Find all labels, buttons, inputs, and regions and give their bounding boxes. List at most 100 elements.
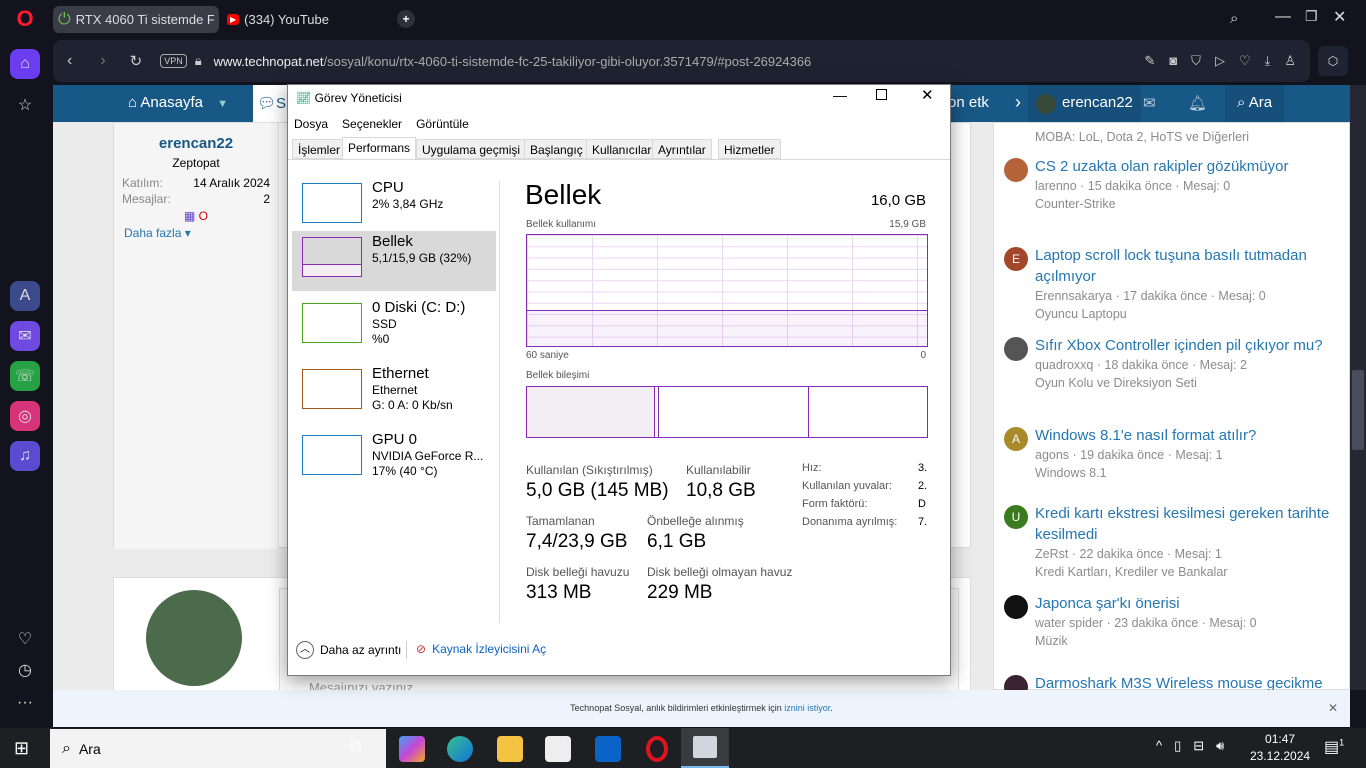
extensions-icon[interactable]: ⬡ (1318, 46, 1348, 76)
thread-title[interactable]: Sıfır Xbox Controller içinden pil çıkıyo… (1035, 337, 1323, 354)
resource-item[interactable]: GPU 0 NVIDIA GeForce R... 17% (40 °C) (292, 429, 496, 489)
new-tab-button[interactable]: + (397, 10, 415, 28)
nav-user[interactable]: erencan22 (1028, 85, 1141, 122)
edge-icon[interactable] (447, 736, 473, 762)
thread-title[interactable]: Darmoshark M3S Wireless mouse gecikme ya… (1035, 675, 1323, 690)
bookmarks-star-icon[interactable]: ☆ (17, 97, 33, 114)
edit-icon[interactable]: ✎ (1144, 53, 1156, 68)
page-scrollbar[interactable] (1350, 85, 1366, 690)
tab-technopat[interactable]: ⏻ RTX 4060 Ti sistemde FC 2 (53, 6, 219, 33)
reply-input[interactable]: Mesajınızı yazınız (309, 680, 414, 690)
chevron-right-icon[interactable]: › (1015, 92, 1021, 112)
thread-category[interactable]: MOBA: LoL, Dota 2, HoTS ve Diğerleri (1035, 130, 1249, 144)
tab-3[interactable]: Başlangıç (524, 139, 589, 159)
menu-file[interactable]: Dosya (294, 117, 329, 131)
tab-4[interactable]: Kullanıcılar (586, 139, 658, 159)
fewer-details-button[interactable]: ︿ Daha az ayrıntı (296, 641, 401, 659)
thread-title[interactable]: Japonca şar'kı önerisi (1035, 595, 1180, 612)
clock[interactable]: 01:47 23.12.2024 (1250, 732, 1311, 763)
thread-forum[interactable]: Oyun Kolu ve Direksiyon Seti (1035, 376, 1197, 390)
thread-forum[interactable]: Windows 8.1 (1035, 466, 1107, 480)
thread-title[interactable]: Laptop scroll lock tuşuna basılı tutmada… (1035, 247, 1307, 285)
menu-view[interactable]: Görüntüle (416, 117, 469, 131)
nav-whats-new[interactable]: on etk (948, 94, 989, 111)
opera-taskbar-icon[interactable] (646, 736, 668, 762)
thread-title[interactable]: Windows 8.1'e nasıl format atılır? (1035, 427, 1257, 444)
tab-0[interactable]: İşlemler (292, 139, 347, 159)
avatar[interactable]: A (1004, 427, 1028, 451)
tab-youtube[interactable]: ▶ (334) YouTube (222, 6, 382, 33)
camera-icon[interactable]: ◙ (1169, 53, 1178, 68)
thread-title[interactable]: CS 2 uzakta olan rakipler gözükmüyor (1035, 158, 1289, 175)
store-icon[interactable] (545, 736, 571, 762)
thread-forum[interactable]: Müzik (1035, 634, 1068, 648)
avatar[interactable] (1004, 675, 1028, 690)
outlook-icon[interactable] (595, 736, 621, 762)
thread-forum[interactable]: Counter-Strike (1035, 197, 1116, 211)
minimize-button[interactable]: — (1275, 8, 1291, 25)
nav-forums[interactable]: 💬︎S (253, 85, 293, 122)
heart-icon[interactable]: ♡ (17, 631, 33, 648)
aria-icon[interactable]: A (10, 281, 40, 311)
resource-item[interactable]: CPU 2% 3,84 GHz (292, 177, 496, 237)
profile-icon[interactable]: ♙ (1284, 53, 1296, 68)
messenger-icon[interactable]: ✉ (10, 321, 40, 351)
start-windows-icon[interactable]: ⊞ (14, 738, 30, 758)
thread-forum[interactable]: Oyuncu Laptopu (1035, 307, 1127, 321)
copilot-icon[interactable] (399, 736, 425, 762)
avatar[interactable] (1004, 595, 1028, 619)
tab-5[interactable]: Ayrıntılar (652, 139, 712, 159)
avatar[interactable]: E (1004, 247, 1028, 271)
resource-item[interactable]: Bellek 5,1/15,9 GB (32%) (292, 231, 496, 291)
menu-options[interactable]: Seçenekler (342, 117, 403, 131)
avatar[interactable] (1004, 158, 1028, 182)
notifications-icon[interactable]: ▤1 (1324, 737, 1345, 756)
instagram-icon[interactable]: ◎ (10, 401, 40, 431)
address-bar[interactable]: ‹ › ↻ VPN 🔒︎ www.technopat.net/sosyal/ko… (53, 40, 1310, 82)
forward-icon[interactable]: › (100, 52, 106, 69)
tab-1[interactable]: Performans (342, 137, 417, 160)
restore-button[interactable]: ❐ (1305, 8, 1318, 24)
send-icon[interactable]: ▷ (1214, 53, 1225, 68)
inbox-icon[interactable]: ✉ (1143, 95, 1156, 112)
avatar[interactable] (1004, 337, 1028, 361)
profile-name[interactable]: erencan22 (158, 135, 234, 152)
file-explorer-icon[interactable] (497, 736, 523, 762)
task-manager-taskbar-button[interactable] (681, 728, 729, 768)
shield-icon[interactable]: ⛉ (1191, 53, 1201, 68)
whatsapp-icon[interactable]: ☏ (10, 361, 40, 391)
resource-item[interactable]: Ethernet Ethernet G: 0 A: 0 Kb/sn (292, 363, 496, 423)
thread-title[interactable]: Kredi kartı ekstresi kesilmesi gereken t… (1035, 505, 1330, 543)
more-link[interactable]: Daha fazla ▾ (124, 226, 191, 240)
resource-item[interactable]: 0 Diski (C: D:) SSD %0 (292, 297, 496, 357)
task-view-icon[interactable]: ⧉ (350, 738, 362, 755)
heart-icon[interactable]: ♡ (1238, 53, 1251, 68)
usb-icon[interactable]: ▯ (1174, 738, 1182, 753)
tm-minimize-button[interactable]: — (833, 87, 847, 103)
nav-home[interactable]: ⌂ Anasayfa ▼ (128, 94, 229, 111)
volume-icon[interactable]: 🔊︎ (1216, 738, 1225, 753)
close-notification-icon[interactable]: ✕ (1327, 701, 1338, 715)
tab-6[interactable]: Hizmetler (718, 139, 781, 159)
avatar[interactable]: U (1004, 505, 1028, 529)
tm-close-button[interactable]: ✕ (921, 87, 934, 104)
tab-2[interactable]: Uygulama geçmişi (416, 139, 527, 159)
open-resource-monitor-link[interactable]: ⊘ Kaynak İzleyicisini Aç (416, 642, 547, 656)
nav-search[interactable]: ⌕ Ara (1225, 85, 1285, 122)
vpn-badge[interactable]: VPN (160, 54, 187, 68)
history-icon[interactable]: ◷ (18, 662, 32, 679)
reload-icon[interactable]: ↻ (129, 53, 143, 70)
download-icon[interactable]: ⤓ (1264, 53, 1271, 68)
taskbar-search[interactable]: ⌕ Ara (50, 729, 386, 768)
back-icon[interactable]: ‹ (67, 52, 73, 69)
bell-icon[interactable]: 🔔︎ (1188, 95, 1208, 112)
search-tabs-icon[interactable]: ⌕ (1230, 10, 1239, 27)
network-icon[interactable]: ⊟ (1193, 738, 1205, 753)
close-button[interactable]: ✕ (1333, 9, 1347, 26)
home-icon[interactable]: ⌂ (10, 49, 40, 79)
request-link[interactable]: istiyor (807, 703, 831, 713)
opera-logo-icon[interactable]: O (16, 6, 34, 31)
thread-forum[interactable]: Kredi Kartları, Krediler ve Bankalar (1035, 565, 1228, 579)
more-icon[interactable]: ··· (17, 694, 33, 711)
chevron-up-icon[interactable]: ^ (1156, 738, 1163, 753)
